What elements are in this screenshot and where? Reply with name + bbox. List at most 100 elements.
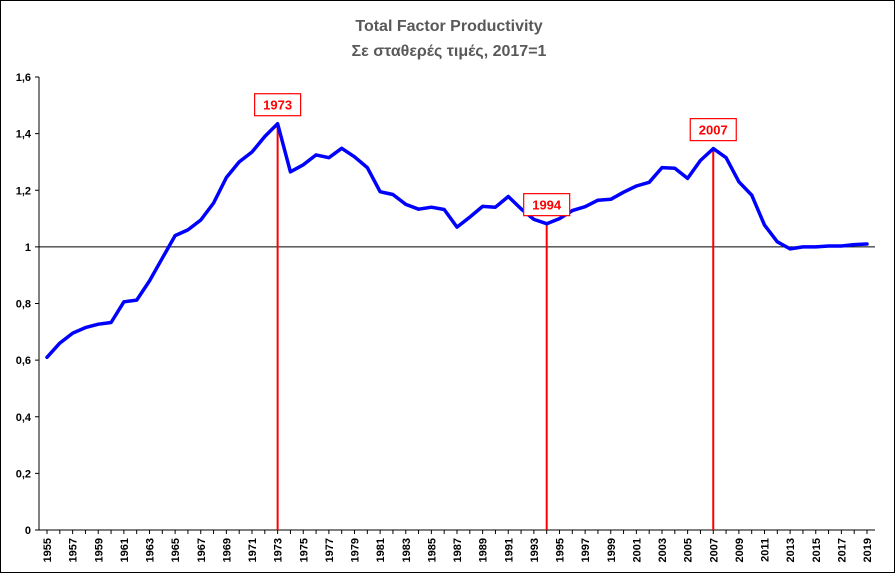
data-point: [674, 167, 676, 169]
x-tick-label: 1975: [298, 538, 310, 562]
y-tick-label: 1: [25, 242, 31, 254]
x-tick-label: 2003: [657, 538, 669, 562]
data-point: [110, 321, 112, 324]
x-tick-label: 1983: [401, 538, 413, 562]
chart-subtitle: Σε σταθερές τιμές, 2017=1: [352, 43, 547, 60]
data-point: [315, 154, 317, 156]
data-point: [622, 191, 625, 194]
data-point: [379, 190, 381, 193]
x-tick-label: 1971: [247, 538, 259, 562]
data-point: [802, 246, 804, 248]
x-tick-label: 1995: [555, 538, 567, 562]
data-point: [71, 332, 74, 335]
data-point: [404, 203, 407, 206]
data-point: [545, 222, 548, 225]
data-point: [609, 198, 612, 201]
data-point: [366, 166, 369, 169]
data-point: [340, 147, 343, 150]
annotation-label-2007: 2007: [699, 123, 728, 138]
data-point: [776, 240, 779, 243]
data-point: [264, 135, 266, 138]
x-tick-label: 2019: [862, 538, 874, 562]
data-point: [443, 208, 445, 211]
annotation-box-2007: [689, 118, 737, 142]
data-point: [59, 342, 61, 344]
data-point: [635, 185, 638, 187]
data-point: [571, 209, 574, 212]
data-point: [789, 248, 791, 250]
data-point: [507, 195, 510, 198]
data-point: [187, 229, 189, 231]
data-point: [866, 243, 868, 245]
data-point: [648, 181, 650, 184]
y-tick-label: 0,2: [16, 468, 31, 480]
x-tick-label: 1957: [68, 538, 80, 562]
data-point: [520, 208, 522, 210]
annotation-label-1973: 1973: [263, 98, 292, 113]
data-point: [481, 205, 484, 208]
data-point: [661, 166, 663, 169]
x-tick-label: 1965: [170, 538, 182, 562]
data-point: [212, 202, 215, 204]
data-point: [469, 216, 471, 218]
data-point: [827, 245, 830, 247]
series-layer: [45, 121, 869, 360]
x-tick-label: 1987: [452, 538, 464, 562]
annotation-label-1994: 1994: [532, 198, 562, 213]
data-point: [533, 218, 535, 221]
data-point: [161, 257, 164, 260]
x-tick-label: 1967: [196, 538, 208, 562]
y-tick-label: 1,6: [16, 72, 31, 84]
tfp-series-line: [45, 121, 869, 360]
data-point: [584, 205, 586, 208]
data-point: [725, 156, 727, 159]
data-point: [814, 246, 817, 248]
annotation-box-1973: [254, 93, 302, 117]
data-point: [276, 122, 279, 125]
data-point: [392, 193, 394, 196]
y-tick-label: 0: [25, 525, 31, 537]
x-tick-label: 1963: [145, 538, 157, 562]
data-point: [686, 177, 689, 180]
x-tick-label: 1955: [42, 538, 54, 562]
data-point: [353, 156, 356, 158]
data-point: [97, 323, 100, 325]
data-point: [840, 245, 843, 247]
chart-title: Total Factor Productivity: [355, 18, 542, 35]
data-point: [135, 299, 138, 301]
annotation-lines: [276, 123, 715, 530]
x-tick-label: 1981: [375, 538, 387, 562]
x-tick-label: 2013: [785, 538, 797, 562]
data-point: [289, 171, 292, 173]
x-tick-label: 1985: [426, 538, 438, 562]
x-tick-label: 2001: [631, 538, 643, 562]
x-tick-label: 2017: [836, 538, 848, 562]
data-point: [712, 147, 715, 150]
x-tick-label: 2007: [708, 538, 720, 562]
x-tick-label: 1989: [478, 538, 490, 562]
x-tick-label: 2015: [811, 538, 823, 562]
y-tick-label: 1,2: [16, 185, 31, 197]
x-tick-label: 1977: [324, 538, 336, 562]
x-tick-label: 1997: [580, 538, 592, 562]
data-point: [328, 156, 330, 159]
data-point: [46, 356, 48, 359]
data-point: [199, 219, 202, 221]
x-tick-label: 1959: [93, 538, 105, 562]
x-tick-label: 1991: [503, 538, 515, 562]
data-point: [750, 194, 753, 196]
x-tick-label: 1979: [350, 538, 362, 562]
data-point: [738, 180, 740, 183]
data-point: [763, 224, 766, 226]
data-point: [494, 206, 497, 209]
annotation-box-1994: [523, 193, 571, 217]
x-tick-label: 1973: [273, 538, 285, 562]
data-point: [84, 326, 87, 329]
axes-group: 0 0,2 0,4 0,6 0,8 1 1,2 1,4 1,6 1955 1957 1959 1961 1…: [16, 72, 875, 562]
data-point: [302, 163, 305, 166]
data-point: [238, 161, 240, 163]
annotation-boxes: 1973 1994 2007: [254, 93, 737, 217]
data-point: [456, 226, 458, 228]
